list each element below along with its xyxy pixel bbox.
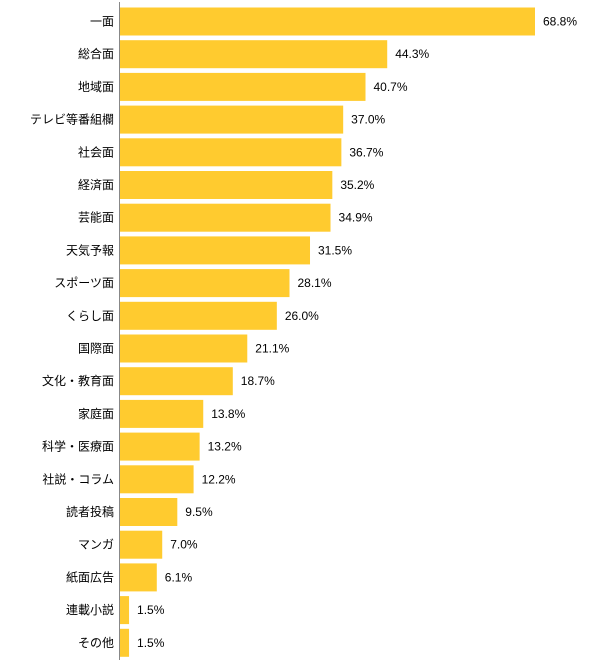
category-label: 芸能面 [78, 211, 114, 225]
value-label: 44.3% [395, 47, 429, 61]
bar [120, 7, 535, 36]
bar [120, 367, 233, 396]
value-label: 36.7% [349, 145, 383, 159]
bar [120, 628, 130, 657]
category-label: 国際面 [78, 342, 114, 356]
category-label: マンガ [78, 538, 114, 552]
value-label: 68.8% [543, 15, 577, 29]
category-label: 社会面 [78, 144, 114, 159]
category-label: 読者投稿 [66, 504, 114, 519]
value-label: 37.0% [351, 113, 385, 127]
bar [120, 138, 342, 167]
category-label: 天気予報 [66, 242, 114, 257]
bar [120, 465, 194, 494]
category-label: 経済面 [78, 177, 114, 192]
value-label: 26.0% [285, 309, 319, 323]
category-label: テレビ等番組欄 [30, 112, 114, 127]
value-label: 21.1% [255, 342, 289, 356]
value-label: 6.1% [165, 570, 193, 584]
value-label: 12.2% [202, 472, 236, 486]
value-label: 1.5% [137, 636, 165, 650]
bar [120, 334, 248, 363]
category-label: 科学・医療面 [42, 439, 114, 454]
bar [120, 105, 344, 134]
bar [120, 563, 157, 592]
value-label: 13.2% [208, 440, 242, 454]
category-label: 家庭面 [78, 406, 114, 421]
category-label: スポーツ面 [54, 276, 114, 290]
category-label: 連載小説 [66, 602, 114, 617]
category-label: 文化・教育面 [42, 373, 114, 388]
value-label: 13.8% [211, 407, 245, 421]
bar [120, 596, 130, 625]
bar [120, 498, 178, 526]
value-label: 35.2% [340, 178, 374, 192]
category-label-group: 一面総合面地域面テレビ等番組欄社会面経済面芸能面天気予報スポーツ面くらし面国際面… [30, 15, 114, 650]
value-label: 9.5% [185, 505, 213, 519]
value-label: 28.1% [297, 276, 331, 290]
value-label: 18.7% [241, 374, 275, 388]
bar [120, 432, 200, 461]
bar [120, 399, 204, 428]
value-label: 31.5% [318, 243, 352, 257]
category-label: 地域面 [78, 80, 114, 94]
bar [120, 530, 163, 559]
value-label: 40.7% [374, 80, 408, 94]
bar [120, 171, 333, 199]
category-label: 一面 [90, 15, 114, 29]
value-label: 34.9% [339, 211, 373, 225]
category-label: 総合面 [78, 46, 114, 61]
value-label: 1.5% [137, 603, 165, 617]
bar [120, 269, 290, 298]
bar [120, 301, 277, 330]
bar [120, 40, 388, 69]
bar [120, 236, 311, 265]
value-label: 7.0% [170, 538, 198, 552]
category-label: その他 [78, 636, 114, 650]
bar-group [120, 7, 535, 657]
bar [120, 203, 331, 232]
bar [120, 72, 366, 101]
category-label: 紙面広告 [66, 569, 114, 584]
category-label: くらし面 [66, 309, 114, 323]
value-label-group: 68.8% 44.3% 40.7% 37.0% 36.7% 35.2% 34.9% 31.5%… [137, 15, 577, 650]
category-label: 社説・コラム [42, 471, 114, 486]
